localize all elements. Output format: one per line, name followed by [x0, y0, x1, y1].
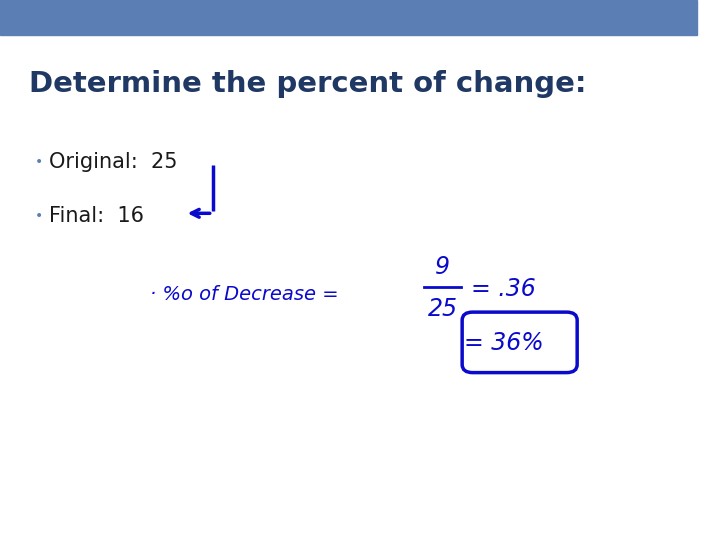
Text: Final:  16: Final: 16 — [49, 206, 144, 226]
Text: •: • — [35, 155, 43, 169]
Text: = .36: = .36 — [470, 277, 535, 301]
Text: 25: 25 — [428, 297, 458, 321]
Text: 9: 9 — [435, 255, 450, 279]
Bar — [0, 0, 697, 35]
Text: = 36%: = 36% — [464, 331, 544, 355]
Text: Determine the percent of change:: Determine the percent of change: — [30, 70, 587, 98]
Text: · %o of Decrease =: · %o of Decrease = — [150, 285, 338, 304]
Text: Original:  25: Original: 25 — [49, 152, 177, 172]
Text: •: • — [35, 209, 43, 223]
